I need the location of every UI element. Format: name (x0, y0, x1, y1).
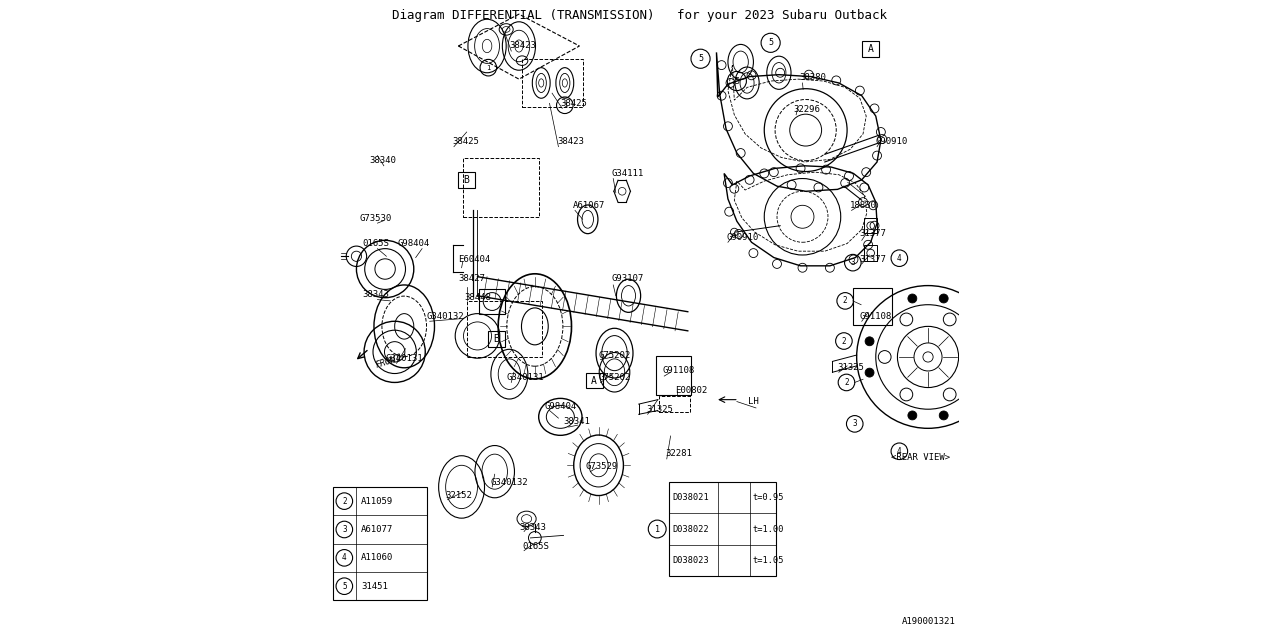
Text: E60404: E60404 (458, 255, 490, 264)
Text: G340131: G340131 (506, 373, 544, 382)
Text: <REAR VIEW>: <REAR VIEW> (891, 452, 950, 461)
Text: G340131: G340131 (385, 354, 422, 363)
Text: 38423: 38423 (509, 42, 536, 51)
Text: 38343: 38343 (518, 523, 545, 532)
Text: 32296: 32296 (792, 105, 819, 114)
Text: 38425: 38425 (452, 137, 479, 146)
Text: 1: 1 (486, 65, 490, 70)
Text: A190001321: A190001321 (901, 617, 955, 626)
Text: Diagram DIFFERENTIAL (TRANSMISSION)   for your 2023 Subaru Outback: Diagram DIFFERENTIAL (TRANSMISSION) for … (393, 9, 887, 22)
Text: 4: 4 (897, 447, 901, 456)
Text: G34111: G34111 (612, 169, 644, 178)
Bar (655, 356, 691, 395)
Text: A61077: A61077 (361, 525, 393, 534)
Bar (864, 246, 877, 260)
Bar (333, 487, 428, 600)
Text: G98404: G98404 (398, 239, 430, 248)
Text: 2: 2 (842, 296, 847, 305)
Text: 18830: 18830 (850, 201, 877, 210)
Circle shape (908, 294, 916, 303)
Text: G73529: G73529 (586, 462, 618, 471)
Text: 5: 5 (735, 77, 740, 86)
Bar (467, 301, 541, 357)
Text: D038022: D038022 (672, 525, 709, 534)
Text: 31325: 31325 (646, 404, 673, 413)
Text: 31325: 31325 (837, 364, 864, 372)
Text: G93107: G93107 (612, 274, 644, 283)
Text: t=1.05: t=1.05 (753, 556, 785, 565)
Text: 2: 2 (841, 337, 846, 346)
Text: LH: LH (749, 397, 759, 406)
Text: 5: 5 (342, 582, 347, 591)
Circle shape (865, 337, 874, 346)
Text: 31451: 31451 (361, 582, 388, 591)
Bar (864, 218, 877, 234)
Circle shape (940, 294, 948, 303)
Text: t=1.00: t=1.00 (753, 525, 785, 534)
Text: 38423: 38423 (557, 137, 584, 146)
Circle shape (865, 368, 874, 377)
Text: A61067: A61067 (573, 201, 605, 210)
Text: 38340: 38340 (369, 156, 396, 165)
Bar (480, 289, 504, 314)
Text: 38425: 38425 (561, 99, 588, 108)
Text: A: A (591, 376, 596, 385)
Text: 38343: 38343 (362, 290, 389, 299)
Text: G75202: G75202 (599, 351, 631, 360)
Text: G91108: G91108 (662, 367, 695, 376)
Text: 31377: 31377 (860, 255, 887, 264)
Text: FRONT: FRONT (374, 353, 403, 370)
Text: 38341: 38341 (563, 417, 590, 426)
Bar (659, 396, 690, 412)
Text: B: B (494, 334, 499, 344)
Text: E00802: E00802 (675, 385, 708, 395)
Text: A11059: A11059 (361, 497, 393, 506)
Text: 1: 1 (654, 525, 659, 534)
Text: G73530: G73530 (360, 214, 392, 223)
Text: G340132: G340132 (426, 312, 465, 321)
Circle shape (982, 337, 991, 346)
Text: G340132: G340132 (490, 478, 527, 487)
Text: B: B (463, 175, 470, 185)
Text: 32152: 32152 (445, 491, 472, 500)
Circle shape (940, 411, 948, 420)
Text: 5: 5 (768, 38, 773, 47)
Text: G90910: G90910 (876, 137, 908, 146)
Bar (854, 288, 892, 325)
Text: A11060: A11060 (361, 554, 393, 563)
Bar (668, 482, 776, 576)
Circle shape (982, 368, 991, 377)
Text: 38427: 38427 (458, 274, 485, 283)
Text: 0165S: 0165S (522, 541, 549, 550)
Text: 3: 3 (852, 419, 858, 428)
Text: D038023: D038023 (672, 556, 709, 565)
Text: 3: 3 (850, 258, 855, 267)
Text: 4: 4 (897, 253, 901, 262)
Circle shape (908, 411, 916, 420)
Text: 2: 2 (844, 378, 849, 387)
Text: 0165S: 0165S (362, 239, 389, 248)
Text: 4: 4 (342, 554, 347, 563)
Text: D038021: D038021 (672, 493, 709, 502)
Text: 38380: 38380 (799, 74, 826, 83)
Text: G98404: G98404 (544, 401, 577, 410)
Text: 2: 2 (342, 497, 347, 506)
Text: t=0.95: t=0.95 (753, 493, 785, 502)
Text: A: A (868, 44, 874, 54)
Text: 32281: 32281 (666, 449, 692, 458)
Text: 3: 3 (342, 525, 347, 534)
Bar (463, 157, 539, 217)
Text: 38448: 38448 (465, 293, 492, 302)
Text: 1: 1 (563, 102, 567, 108)
Text: G91108: G91108 (860, 312, 892, 321)
Bar (522, 59, 582, 106)
Text: 5: 5 (698, 54, 703, 63)
Text: G90910: G90910 (726, 233, 758, 242)
Text: G75202: G75202 (599, 373, 631, 382)
Text: 31377: 31377 (860, 230, 887, 239)
